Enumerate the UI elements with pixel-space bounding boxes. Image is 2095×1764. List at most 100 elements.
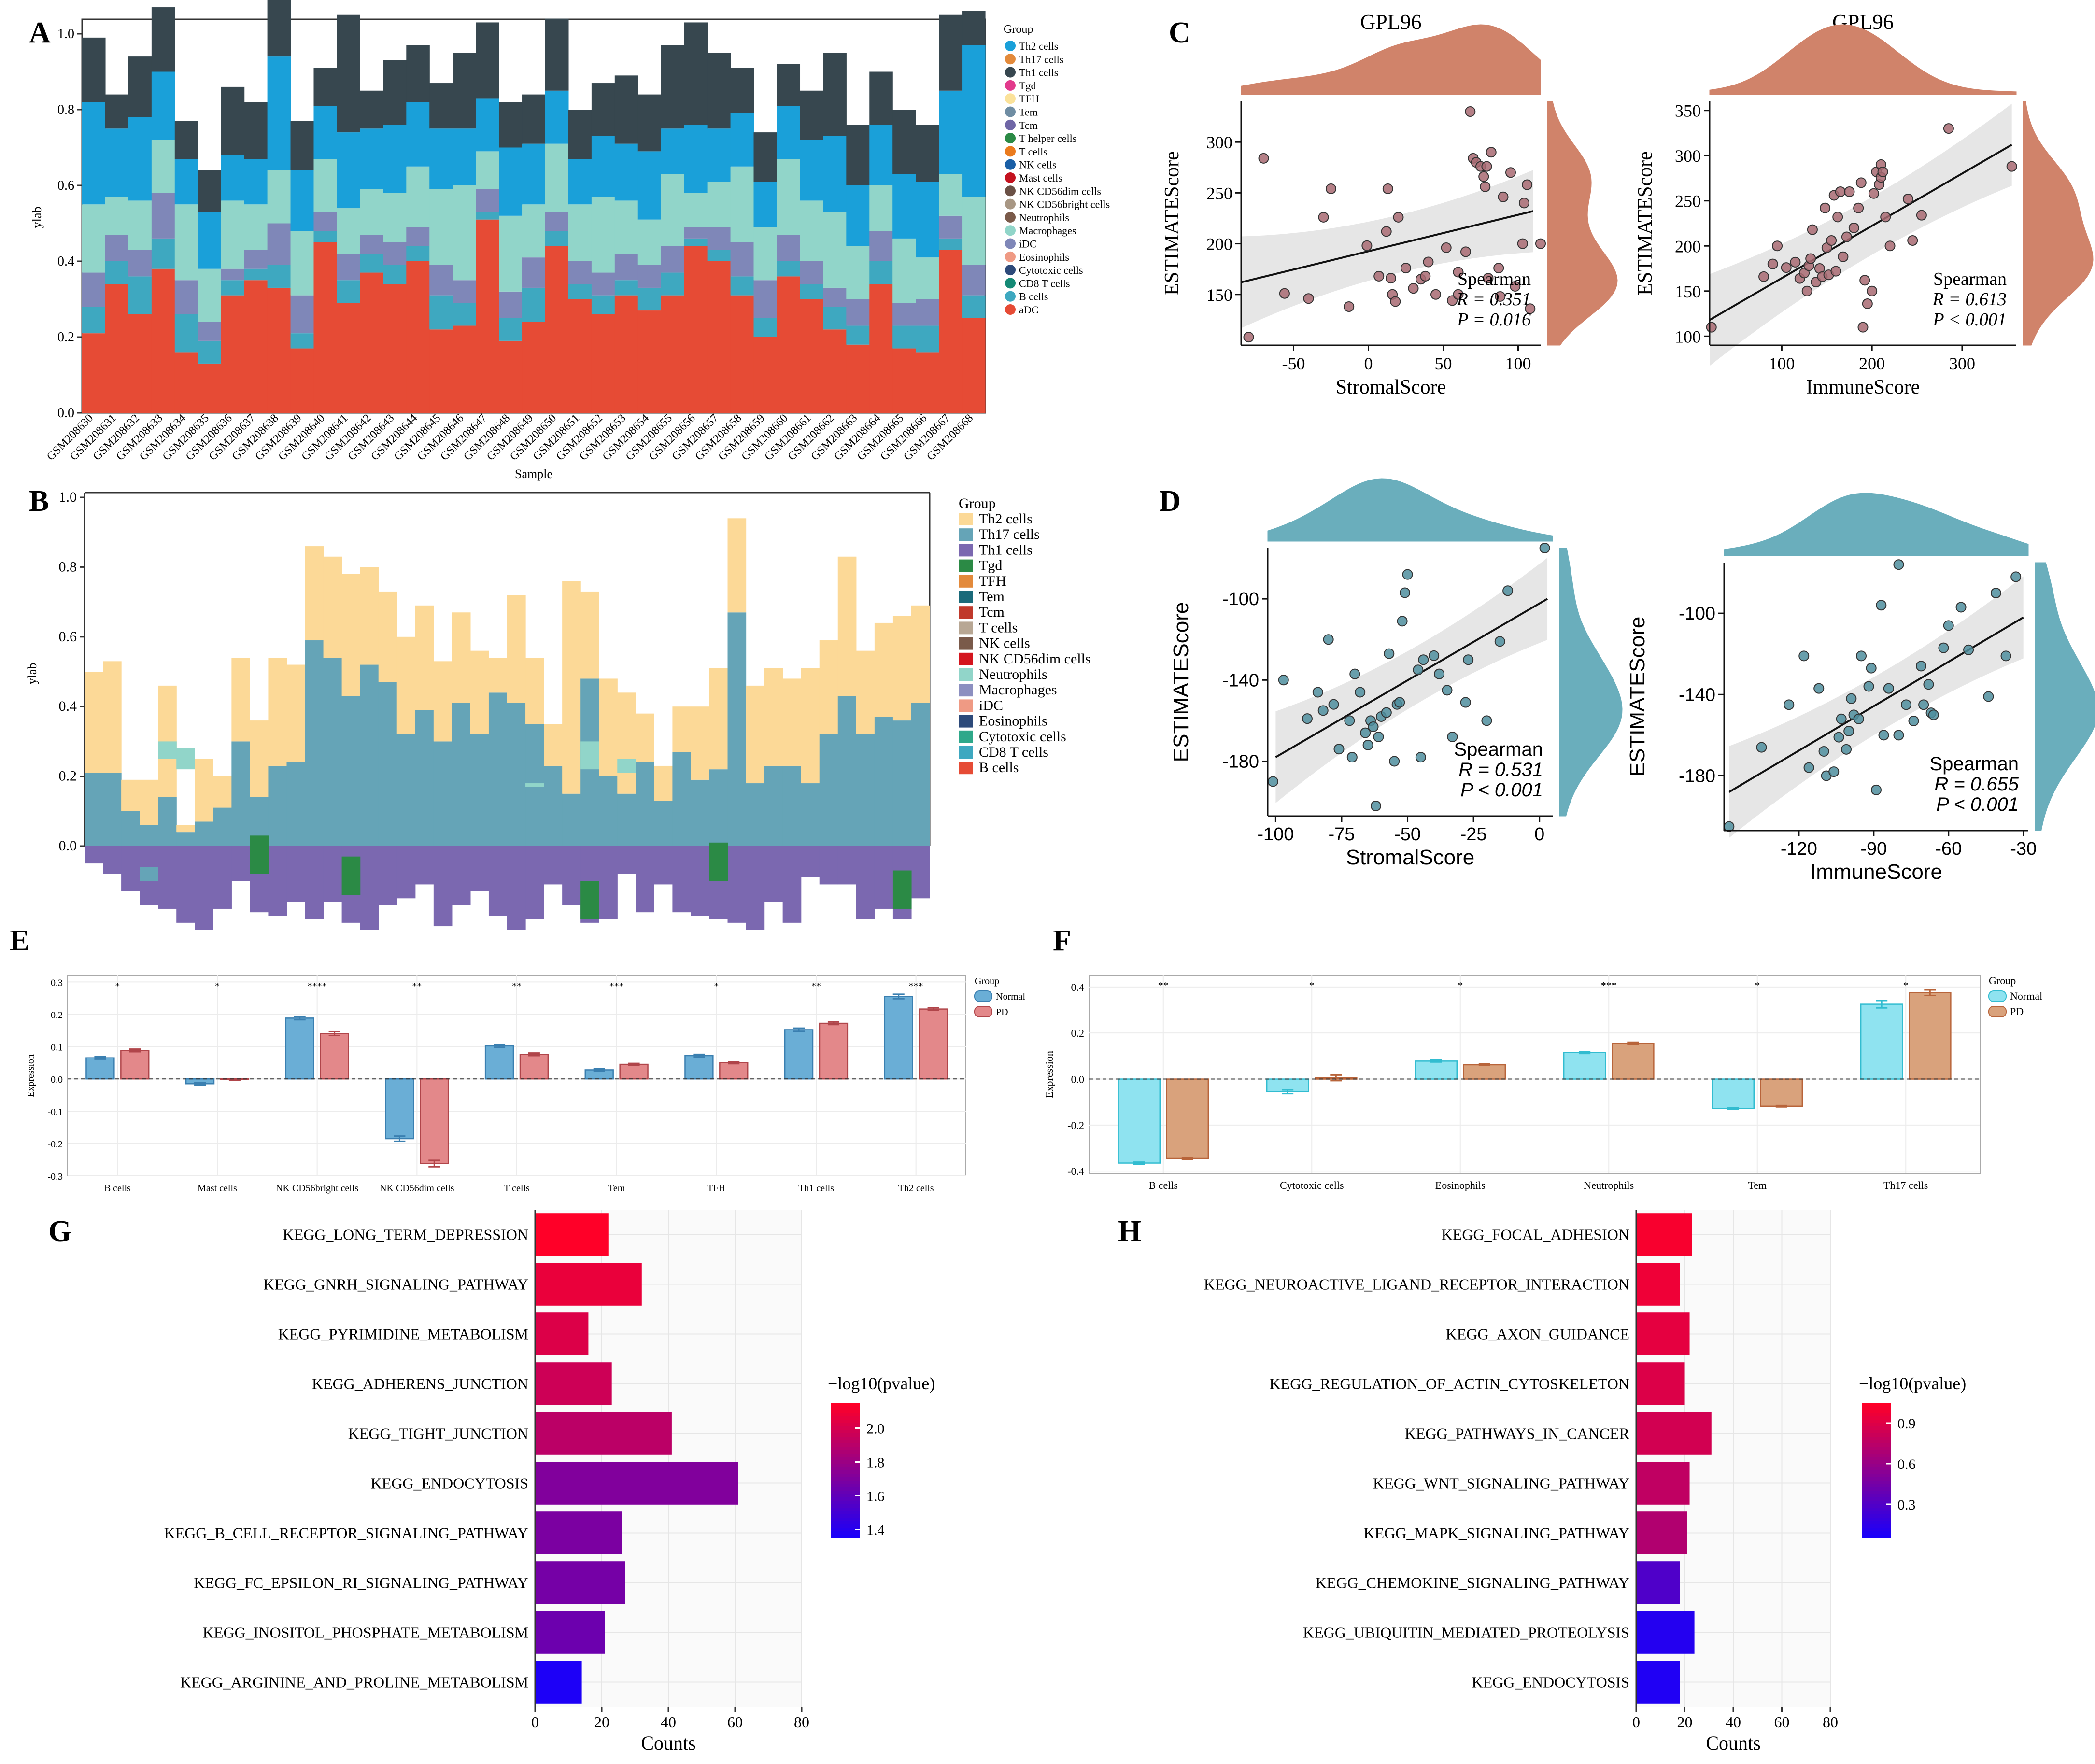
bar-segment-th1-cells: [323, 846, 342, 902]
bar-segment-th2-cells: [730, 113, 754, 167]
bar-segment-th1-cells: [174, 121, 198, 159]
bar-segment-th2-cells: [499, 147, 523, 216]
colorbar-step: [1862, 1535, 1891, 1538]
scatter-point: [1423, 256, 1434, 268]
count-bar: [1636, 1661, 1680, 1704]
scatter-point: [1841, 231, 1852, 242]
scatter-point: [1360, 727, 1371, 738]
count-bar: [1636, 1263, 1680, 1306]
colorbar-step: [831, 1450, 860, 1454]
x-tick-label: 40: [1726, 1713, 1741, 1731]
bar-segment-th1-cells: [267, 0, 291, 57]
bar-segment-th1-cells: [525, 846, 544, 919]
colorbar-step: [831, 1460, 860, 1464]
bar-pd: [719, 1062, 749, 1080]
panel-c-immune-scatter: 100 200 300 100 150 200 250 300 350 ImmuneScore ES…: [1634, 10, 2094, 398]
bar-segment-th17-cells: [819, 734, 838, 846]
bar-segment-macrophages: [637, 219, 662, 265]
bar-normal: [884, 996, 913, 1080]
bar-segment-adc: [962, 318, 986, 413]
bar-segment-idc: [916, 299, 939, 326]
bar-segment-th17-cells: [103, 773, 122, 846]
scatter-point: [1522, 179, 1533, 190]
bar-segment-idc: [221, 268, 245, 281]
bar-segment-th1-cells: [453, 53, 476, 129]
bar-segment-th1-cells: [544, 846, 563, 885]
bar-segment-th2-cells: [268, 658, 287, 766]
bar-segment-macrophages: [614, 200, 638, 254]
bar-segment-th2-cells: [85, 672, 103, 773]
bar-segment-th1-cells: [869, 71, 893, 125]
bar-segment-idc: [337, 254, 360, 281]
bar-segment-idc: [290, 295, 314, 334]
legend-label: PD: [2010, 1005, 2024, 1017]
y-tick-label: 200: [1206, 235, 1232, 254]
x-tick-label: 100: [1769, 354, 1795, 373]
scatter-point: [1706, 322, 1717, 333]
bar-segment-th1-cells: [892, 110, 916, 174]
bar-segment-th2-cells: [323, 556, 342, 658]
scatter-point: [1362, 739, 1373, 750]
bar-segment-macrophages: [406, 166, 430, 227]
colorbar-step: [831, 1430, 860, 1434]
bar-segment-th1-cells: [470, 846, 489, 891]
y-tick-label: KEGG_ADHERENS_JUNCTION: [312, 1375, 528, 1393]
bar-segment-th1-cells: [286, 846, 306, 902]
panel-d-immune-scatter: -120 -90 -60 -30 -100 -140 -180 ImmuneScore ESTI…: [1626, 493, 2095, 884]
bar-segment-th17-cells: [176, 832, 195, 846]
scatter-point: [1908, 715, 1919, 726]
legend-swatch: [1005, 212, 1016, 223]
panel-e-grouped-bar-chart: -0.3 -0.2 -0.1 0.0 0.1 0.2 0.3 * B cells * Mast ce…: [26, 975, 1026, 1194]
bar-segment-b-cells: [684, 238, 708, 246]
bar-segment-idc: [476, 189, 499, 212]
bar-segment-th2-cells: [151, 71, 175, 140]
colorbar-tick-label: 0.3: [1897, 1497, 1916, 1513]
bar-segment-th2-cells: [433, 661, 453, 742]
bar-pd: [120, 1050, 150, 1080]
significance-label: *: [1903, 979, 1909, 991]
bar-segment-th2-cells: [684, 125, 708, 193]
bar-segment-th2-cells: [617, 692, 636, 794]
marginal-density-x: [1241, 24, 1541, 95]
bar-segment-adc: [939, 250, 963, 413]
colorbar-step: [1862, 1423, 1891, 1427]
scatter-title: GPL96: [1360, 10, 1421, 34]
colorbar-step: [831, 1403, 860, 1407]
count-bar: [535, 1611, 605, 1654]
colorbar-step: [831, 1447, 860, 1451]
bar-segment-th2-cells: [522, 143, 546, 205]
count-bar: [1636, 1213, 1692, 1256]
bar-segment-th1-cells: [800, 90, 823, 140]
scatter-point: [1397, 616, 1408, 627]
bar-segment-th17-cells: [562, 793, 581, 846]
stat-annotation: Spearman: [1454, 739, 1543, 760]
bar-segment-th1-cells: [856, 846, 875, 919]
y-tick-label: -140: [1679, 685, 1715, 705]
bar-normal: [385, 1078, 414, 1140]
bar-segment-th1-cells: [962, 11, 986, 45]
bar-segment-th2-cells: [244, 159, 268, 205]
scatter-point: [1408, 283, 1419, 294]
y-tick-label: KEGG_REGULATION_OF_ACTIN_CYTOSKELETON: [1270, 1375, 1629, 1393]
bar-segment-th17-cells: [323, 658, 342, 846]
count-bar: [535, 1263, 642, 1306]
bar-segment-th17-cells: [213, 807, 232, 846]
bar-segment-th17-cells: [617, 793, 636, 846]
scatter-point: [1893, 559, 1904, 570]
scatter-point: [2000, 650, 2011, 662]
bar-pd: [1760, 1078, 1803, 1107]
bar-segment-adc: [290, 348, 314, 413]
legend-label: Normal: [996, 991, 1026, 1002]
scatter-point: [1494, 636, 1505, 647]
bar-segment-th1-cells: [176, 846, 195, 923]
colorbar-step: [831, 1416, 860, 1420]
colorbar-step: [1862, 1491, 1891, 1495]
scatter-point: [1900, 699, 1911, 710]
bar-segment-b-cells: [267, 265, 291, 288]
scatter-point: [1393, 212, 1404, 223]
y-tick-label: KEGG_WNT_SIGNALING_PATHWAY: [1373, 1475, 1629, 1492]
scatter-point: [1333, 744, 1345, 755]
x-axis-label: ImmuneScore: [1810, 860, 1942, 884]
bar-segment-th1-cells: [874, 846, 893, 909]
bar-segment-th1-cells: [337, 14, 360, 133]
